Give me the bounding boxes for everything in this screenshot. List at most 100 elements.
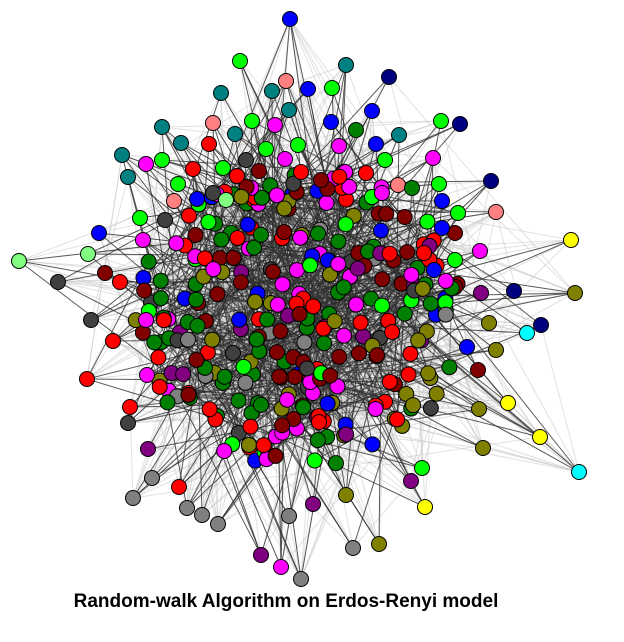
graph-node-red: [150, 349, 167, 366]
graph-node-magenta: [139, 367, 155, 383]
graph-node-red: [185, 161, 201, 177]
graph-node-gray: [144, 470, 160, 486]
graph-node-lime: [414, 460, 430, 476]
graph-node-lime: [306, 452, 323, 469]
graph-node-olive: [567, 285, 583, 301]
graph-edge: [86, 92, 222, 380]
graph-node-lime: [154, 152, 170, 168]
graph-node-magenta: [268, 187, 285, 204]
graph-node-olive: [471, 401, 487, 417]
graph-node-lime: [373, 297, 390, 314]
graph-edge: [214, 372, 337, 464]
graph-node-magenta: [168, 235, 185, 252]
graph-node-magenta: [336, 327, 353, 344]
graph-node-lime: [170, 176, 186, 192]
graph-node-dark-red: [225, 249, 242, 266]
graph-node-gray: [293, 571, 309, 587]
graph-node-cyan: [571, 464, 587, 480]
graph-node-teal: [173, 135, 189, 151]
graph-edge: [410, 408, 484, 449]
graph-edge: [90, 176, 129, 321]
graph-node-lime: [132, 210, 148, 226]
graph-node-magenta: [425, 150, 441, 166]
graph-node-dark-red: [272, 323, 289, 340]
graph-node-salmon: [205, 115, 221, 131]
graph-node-red: [331, 168, 348, 185]
graph-node-dark-red: [331, 348, 348, 365]
graph-node-olive: [371, 536, 387, 552]
graph-edge: [432, 157, 576, 294]
graph-node-light-green: [80, 246, 96, 262]
graph-node-teal: [264, 83, 280, 99]
graph-node-olive: [240, 436, 257, 453]
graph-node-dark-red: [187, 226, 204, 243]
graph-node-dark-gray: [120, 415, 136, 431]
graph-node-green: [152, 290, 169, 307]
graph-node-magenta: [331, 138, 347, 154]
graph-node-navy: [506, 283, 522, 299]
graph-node-lime: [450, 205, 466, 221]
graph-edge: [188, 382, 246, 396]
graph-node-dark-red: [264, 263, 281, 280]
graph-node-magenta: [374, 185, 390, 201]
graph-node-green: [253, 189, 270, 206]
graph-node-dark-red: [271, 368, 288, 385]
graph-edge: [366, 202, 572, 241]
graph-node-olive: [326, 313, 343, 330]
graph-node-green: [252, 226, 269, 243]
graph-node-olive: [420, 365, 437, 382]
graph-node-green: [259, 311, 276, 328]
graph-node-blue: [364, 103, 380, 119]
graph-node-salmon: [166, 193, 182, 209]
graph-node-gray: [437, 306, 454, 323]
graph-node-olive: [322, 266, 339, 283]
graph-edge: [280, 392, 314, 568]
graph-node-green: [245, 239, 262, 256]
graph-node-gray: [210, 516, 226, 532]
graph-node-magenta: [341, 178, 358, 195]
graph-node-blue: [239, 216, 256, 233]
graph-node-green: [140, 253, 157, 270]
graph-node-olive: [405, 397, 422, 414]
graph-node-green: [396, 305, 413, 322]
graph-node-dark-red: [209, 286, 226, 303]
graph-node-magenta: [292, 229, 309, 246]
graph-node-gray: [296, 334, 313, 351]
graph-node-green: [188, 291, 205, 308]
graph-node-dark-red: [322, 367, 339, 384]
graph-node-red: [381, 245, 398, 262]
graph-edge: [231, 443, 302, 580]
graph-node-lime: [419, 213, 436, 230]
graph-edge: [150, 301, 298, 429]
graph-node-red: [112, 274, 128, 290]
graph-node-magenta: [437, 272, 454, 289]
graph-node-dark-red: [180, 386, 197, 403]
graph-edge: [289, 18, 328, 189]
graph-node-magenta: [274, 276, 291, 293]
graph-node-navy: [381, 69, 397, 85]
graph-node-blue: [300, 81, 316, 97]
figure-caption: Random-walk Algorithm on Erdos-Renyi mod…: [73, 591, 499, 612]
graph-node-magenta: [216, 442, 233, 459]
graph-node-purple: [338, 426, 355, 443]
graph-node-magenta: [318, 194, 335, 211]
graph-node-lime: [337, 216, 354, 233]
graph-node-red: [310, 414, 327, 431]
graph-node-teal: [391, 127, 407, 143]
graph-node-olive: [475, 440, 491, 456]
graph-node-salmon: [390, 177, 406, 193]
graph-node-lime: [215, 160, 231, 176]
graph-node-red: [151, 378, 168, 395]
graph-edge: [495, 211, 528, 334]
graph-node-navy: [483, 173, 499, 189]
graph-node-dark-gray: [157, 212, 173, 228]
graph-node-dark-red: [274, 417, 291, 434]
graph-node-blue: [434, 193, 450, 209]
graph-node-olive: [204, 331, 221, 348]
graph-node-gray: [180, 331, 197, 348]
graph-node-red: [352, 314, 369, 331]
graph-node-blue: [323, 114, 339, 130]
graph-node-yellow: [500, 395, 516, 411]
graph-node-blue: [91, 225, 107, 241]
graph-edge: [57, 281, 152, 303]
